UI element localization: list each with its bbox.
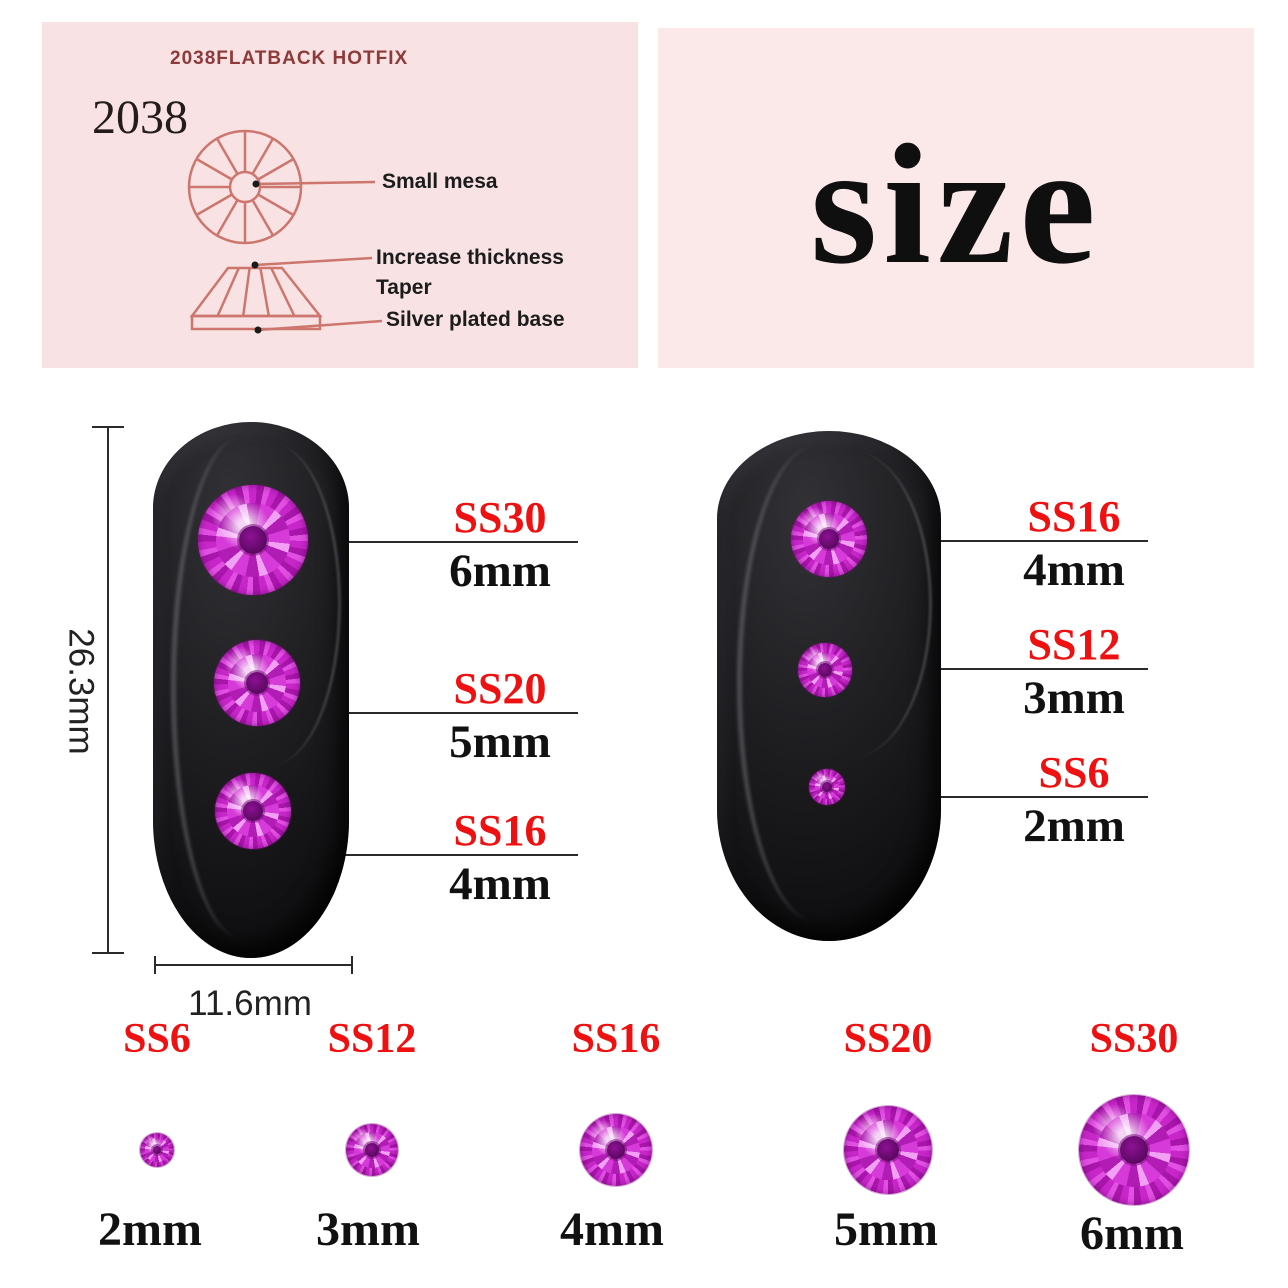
size-heading: size (810, 110, 1102, 300)
callout-right-ss12-mm: 3mm (1023, 672, 1125, 724)
callout-ss30: SS30 (453, 493, 547, 542)
rhinestone-ss20 (214, 640, 300, 726)
row-mm-4: 4mm (560, 1203, 664, 1256)
row-mm-6: 6mm (1080, 1207, 1184, 1260)
size-panel: size (658, 28, 1254, 368)
callout-right-ss12: SS12 (1027, 620, 1121, 669)
row-label-ss6: SS6 (123, 1016, 191, 1062)
row-mm-2: 2mm (98, 1203, 202, 1256)
callout-ss20-mm: 5mm (449, 716, 551, 768)
row-stone-ss6 (140, 1133, 174, 1167)
silver-plated-base-label: Silver plated base (386, 308, 565, 331)
small-mesa-label: Small mesa (382, 170, 498, 193)
row-mm-5: 5mm (834, 1203, 938, 1256)
row-label-ss20: SS20 (843, 1016, 933, 1062)
rhinestone-ss16 (215, 773, 291, 849)
row-stone-ss30 (1079, 1095, 1189, 1205)
row-label-ss16: SS16 (571, 1016, 661, 1062)
spec-panel-title: 2038FLATBACK HOTFIX (170, 48, 409, 69)
model-number: 2038 (92, 91, 188, 144)
row-stone-ss16 (580, 1114, 652, 1186)
callout-ss20: SS20 (453, 664, 547, 713)
spec-panel: 2038FLATBACK HOTFIX 2038 (42, 22, 638, 368)
callout-ss16-mm: 4mm (449, 858, 551, 910)
row-label-ss30: SS30 (1089, 1016, 1179, 1062)
row-stone-ss12 (346, 1124, 398, 1176)
row-label-ss12: SS12 (327, 1016, 417, 1062)
rhinestone-ss6 (809, 769, 845, 805)
nail-width-measurement: 11.6mm (188, 984, 312, 1023)
row-mm-3: 3mm (316, 1203, 420, 1256)
callout-right-ss6-mm: 2mm (1023, 800, 1125, 852)
callout-ss16: SS16 (453, 806, 547, 855)
callout-right-ss16-mm: 4mm (1023, 544, 1125, 596)
callout-right-ss6: SS6 (1038, 748, 1110, 797)
rhinestone-ss30 (198, 485, 308, 595)
rhinestone-ss16-right (791, 501, 867, 577)
callout-right-ss16: SS16 (1027, 492, 1121, 541)
increase-thickness-label: Increase thickness (376, 246, 564, 269)
rhinestone-ss12 (798, 643, 852, 697)
taper-label: Taper (376, 276, 432, 299)
callout-ss30-mm: 6mm (449, 545, 551, 597)
row-stone-ss20 (844, 1106, 932, 1194)
nail-height-measurement: 26.3mm (61, 628, 101, 755)
